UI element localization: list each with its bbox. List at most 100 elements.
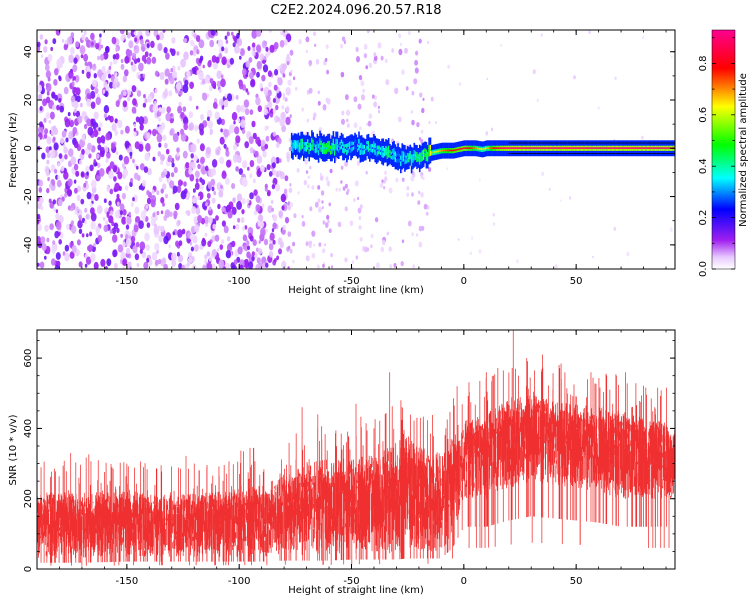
spectrogram-cell [175, 82, 182, 91]
spectrogram-cell [75, 87, 81, 96]
signal-core [586, 147, 588, 149]
spectrogram-cell [103, 198, 107, 203]
spectrogram-cell [55, 174, 59, 180]
spectrogram-cell [172, 133, 179, 143]
spectrogram-cell [289, 201, 294, 208]
spectrogram-cell [68, 131, 74, 140]
spectrogram-cell [76, 194, 81, 201]
spectrogram-cell [112, 249, 118, 258]
spectrogram-cell [154, 242, 160, 251]
spectrogram-cell [381, 179, 384, 183]
spectrogram-cell [191, 206, 197, 215]
signal-core [409, 154, 412, 156]
spectrogram-cell [233, 120, 236, 125]
spectrogram-cell [311, 185, 315, 190]
spectrogram-cell [260, 227, 266, 237]
spectrogram-cell [40, 205, 44, 211]
spectrogram-cell [195, 35, 201, 42]
spectrogram-cell [384, 58, 388, 64]
spectrogram-cell [45, 83, 52, 92]
signal-core [427, 155, 429, 158]
spectrogram-cell [144, 232, 150, 242]
spectrogram-cell [391, 48, 395, 53]
spectrogram-cell [206, 262, 213, 269]
signal-core [428, 150, 430, 152]
spectrogram-cell [58, 153, 63, 159]
spectrogram-cell [346, 188, 350, 193]
signal-core [371, 147, 374, 149]
spectrogram-cell [210, 30, 216, 36]
spectrogram-cell [49, 111, 55, 120]
spectrogram-cell [53, 207, 56, 212]
spectrogram-cell [268, 171, 273, 177]
spectrogram-cell [76, 239, 81, 246]
spectrogram-cell [114, 210, 121, 219]
spectrogram-cell [287, 245, 291, 250]
signal-core [652, 147, 654, 149]
spectrogram-cell [162, 134, 167, 141]
signal-core [578, 147, 580, 149]
spectrogram-cell [157, 43, 163, 51]
spectrogram-cell [235, 135, 241, 144]
spectrogram-cell [169, 48, 173, 53]
spectrogram-cell [106, 211, 110, 216]
spectrogram-cell [103, 113, 107, 119]
signal-core [567, 147, 569, 149]
spectrogram-cell [112, 54, 117, 60]
spectrogram-cell [119, 30, 125, 35]
spectrogram-cell [212, 101, 218, 109]
spectrogram-cell [290, 69, 293, 74]
spectrogram-cell [94, 87, 99, 94]
spectrogram-cell [150, 40, 155, 49]
signal-core [316, 145, 319, 148]
spectrogram-cell [74, 75, 80, 83]
spectrogram-cell [362, 88, 366, 93]
spectrogram-cell [49, 183, 53, 189]
spectrogram-cell [401, 69, 405, 75]
spectrogram-cell [57, 175, 60, 180]
spectrogram-cell [109, 161, 115, 169]
spectrogram-cell [64, 244, 70, 252]
spectrogram-cell [261, 203, 265, 208]
spectrogram-cell [204, 165, 209, 172]
spectrogram-cell [259, 53, 265, 61]
spectrogram-cell [103, 105, 110, 114]
spectrogram-cell [282, 224, 286, 231]
spectrogram-cell [75, 110, 81, 118]
signal-core [320, 145, 323, 147]
spectrogram-cell [270, 108, 274, 114]
spectrogram-cell [221, 206, 225, 212]
spectrogram-cell [91, 179, 97, 189]
spectrogram-cell [57, 162, 60, 167]
spectrogram-cell [262, 150, 267, 158]
spectrogram-cell [143, 261, 149, 269]
signal-core [458, 148, 460, 151]
spectrogram-cell [292, 76, 296, 81]
spectrogram-cell [189, 81, 195, 90]
spectrogram-cell [154, 88, 158, 94]
spectrogram-cell [418, 190, 421, 195]
spectrogram-cell [160, 171, 166, 179]
spectrogram-cell [266, 189, 271, 197]
spectrogram-cell [180, 132, 187, 142]
signal-core [588, 147, 591, 149]
spectrogram-cell [133, 131, 137, 137]
spectrogram-cell [400, 261, 404, 267]
spectrogram-cell [196, 138, 200, 144]
signal-core [533, 147, 536, 149]
spectrogram-cell [46, 152, 51, 159]
spectrogram-cell [344, 257, 348, 263]
spectrogram-cell [109, 229, 113, 234]
spectrogram-cell [206, 93, 210, 98]
signal-core [410, 159, 413, 161]
spectrogram-cell [268, 30, 273, 33]
spectrogram-cell [164, 88, 168, 93]
spectrogram-cell [267, 205, 273, 214]
spectrogram-cell [90, 118, 96, 127]
spectrogram-cell [226, 159, 232, 168]
spectrogram-cell [138, 116, 145, 126]
signal-core [604, 147, 607, 149]
signal-core [484, 147, 487, 150]
spectrogram-cell [77, 220, 83, 229]
signal-core [486, 147, 488, 149]
